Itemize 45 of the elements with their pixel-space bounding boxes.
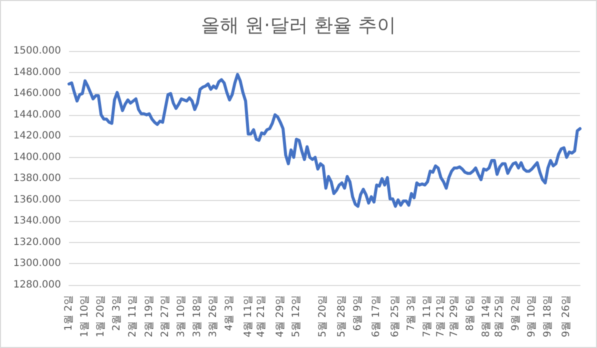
y-tick-label: 1360.000 bbox=[13, 194, 61, 206]
x-tick-label: 4월 11일 bbox=[242, 295, 254, 338]
y-tick-label: 1280.000 bbox=[13, 280, 61, 290]
y-tick-label: 1420.000 bbox=[13, 130, 61, 142]
x-tick-label: 9월 2일 bbox=[510, 295, 522, 331]
y-tick-label: 1300.000 bbox=[13, 258, 61, 270]
y-tick-label: 1380.000 bbox=[13, 173, 61, 184]
y-tick-label: 1500.000 bbox=[13, 46, 61, 56]
x-tick-label: 9월 10일 bbox=[526, 295, 538, 338]
x-tick-label: 2월 19일 bbox=[144, 295, 155, 338]
x-tick-label: 4월 21일 bbox=[256, 295, 268, 338]
x-tick-label: 9월 18일 bbox=[542, 295, 554, 338]
x-tick-label: 7월 29일 bbox=[448, 295, 460, 338]
x-tick-label: 3월 18일 bbox=[192, 295, 203, 338]
y-tick-label: 1320.000 bbox=[13, 236, 61, 248]
x-tick-label: 6월 25일 bbox=[390, 295, 401, 338]
x-tick-label: 4월 3일 bbox=[224, 295, 236, 331]
y-tick-label: 1400.000 bbox=[13, 152, 61, 163]
x-tick-label: 5월 12일 bbox=[290, 295, 302, 338]
line-series bbox=[68, 72, 582, 208]
y-tick-label: 1440.000 bbox=[13, 109, 61, 120]
y-tick-label: 1480.000 bbox=[13, 66, 61, 78]
x-tick-label: 7월 11일 bbox=[422, 295, 434, 338]
x-tick-label: 1월 20일 bbox=[96, 295, 107, 338]
x-tick-label: 5월 20일 bbox=[318, 295, 329, 338]
x-tick-label: 1월 10일 bbox=[80, 295, 91, 338]
x-tick-label: 7월 3일 bbox=[406, 295, 417, 331]
x-tick-label: 6월 17일 bbox=[371, 295, 382, 338]
x-tick-label: 2월 11일 bbox=[128, 295, 139, 338]
x-tick-label: 3월 10일 bbox=[176, 295, 187, 338]
x-tick-label: 3월 26일 bbox=[208, 295, 219, 338]
x-tick-label: 4월 29일 bbox=[274, 295, 286, 338]
chart-title: 올해 원·달러 환율 추이 bbox=[200, 14, 396, 36]
x-tick-label: 2월 27일 bbox=[160, 295, 171, 338]
x-tick-label: 9월 26일 bbox=[561, 295, 572, 338]
x-tick-label: 1월 2일 bbox=[64, 295, 74, 331]
x-tick-label: 7월 21일 bbox=[435, 295, 446, 338]
x-tick-label: 2월 3일 bbox=[112, 295, 123, 331]
y-tick-label: 1460.000 bbox=[13, 88, 61, 100]
x-tick-label: 8월 14일 bbox=[480, 295, 492, 338]
x-tick-label: 6월 9일 bbox=[352, 295, 364, 331]
x-tick-label: 8월 25일 bbox=[494, 295, 506, 338]
y-tick-label: 1340.000 bbox=[13, 216, 61, 227]
x-tick-label: 8월 6일 bbox=[464, 295, 476, 331]
x-tick-label: 5월 28일 bbox=[336, 295, 348, 338]
